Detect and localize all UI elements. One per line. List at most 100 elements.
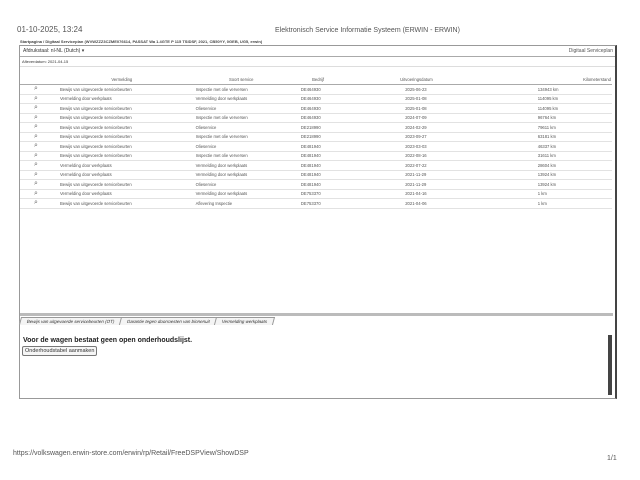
tab-workshop-notes[interactable]: Vermelding werkplaats — [213, 317, 275, 325]
table-cell: DE464930 — [290, 94, 346, 104]
table-cell: DE753370 — [290, 189, 346, 199]
table-cell: Vermelding door werkplaats — [191, 170, 291, 180]
table-cell: Bewijs van uitgevoerde servicebeurten — [52, 84, 192, 95]
table-cell: DE218990 — [290, 122, 346, 133]
column-header[interactable]: Kilometerstand — [487, 67, 612, 85]
table-cell: DE481940 — [290, 179, 346, 190]
table-cell: 2021-04-06 — [345, 198, 488, 209]
column-header[interactable]: Uitvoeringsdatum — [345, 67, 488, 85]
table-cell: Vermelding door werkplaats — [52, 170, 192, 180]
table-row[interactable]: ⌕ Bewijs van uitgevoerde servicebeurten In… — [20, 151, 612, 161]
table-row[interactable]: ⌕ Bewijs van uitgevoerde servicebeurten In… — [20, 113, 612, 123]
breadcrumb[interactable]: Startpagina / Digitaal Serviceplan (WVWZ… — [20, 39, 263, 44]
table-cell: 28604 km — [487, 160, 612, 171]
table-cell: Vermelding door werkplaats — [52, 160, 192, 171]
search-icon[interactable]: ⌕ — [20, 84, 52, 95]
table-cell: 2021-11-29 — [345, 170, 488, 180]
table-row[interactable]: ⌕ Vermelding door werkplaats Vermelding do… — [20, 170, 612, 180]
search-icon[interactable]: ⌕ — [20, 113, 52, 123]
table-cell: 114095 km — [487, 103, 612, 114]
table-cell: Vermelding door werkplaats — [191, 94, 291, 104]
search-icon[interactable]: ⌕ — [20, 151, 52, 161]
table-cell: DE481940 — [290, 170, 346, 180]
table-cell: Bewijs van uitgevoerde servicebeurten — [52, 132, 192, 142]
table-row[interactable]: ⌕ Vermelding door werkplaats Vermelding do… — [20, 160, 612, 171]
table-cell: DE481940 — [290, 141, 346, 152]
create-maintenance-table-button[interactable]: Onderhoudstabel aanmaken — [22, 346, 98, 356]
table-row[interactable]: ⌕ Bewijs van uitgevoerde servicebeurten Ol… — [20, 141, 612, 152]
table-cell: DE464930 — [290, 84, 346, 95]
table-cell: 114095 km — [487, 94, 612, 104]
table-cell: 2022-08-16 — [345, 151, 488, 161]
table-cell: Olieservice — [191, 141, 291, 152]
table-cell: 13924 km — [487, 179, 612, 190]
table-cell: Aflevering Inspectie — [191, 198, 291, 209]
table-cell: 1 km — [487, 189, 612, 199]
tab-service-proof[interactable]: Bewijs van uitgevoerde servicebeurten (O… — [18, 317, 123, 325]
page-url: https://volkswagen.erwin-store.com/erwin… — [13, 450, 249, 457]
table-row[interactable]: ⌕ Bewijs van uitgevoerde servicebeurten Ol… — [20, 103, 612, 114]
table-cell: 2025-01-08 — [345, 103, 488, 114]
print-datetime: 01-10-2025, 13:24 — [17, 25, 83, 34]
table-cell: 2024-07-09 — [345, 113, 488, 123]
table-row[interactable]: ⌕ Vermelding door werkplaats Vermelding do… — [20, 189, 612, 199]
table-cell: Olieservice — [191, 103, 291, 114]
section-title: Digitaal Serviceplan — [568, 48, 613, 54]
table-cell: Bewijs van uitgevoerde servicebeurten — [52, 151, 192, 161]
language-select[interactable]: Afdrukstaal: nl-NL (Dutch) ▾ — [23, 48, 84, 54]
table-cell: 2024-02-29 — [345, 122, 488, 133]
table-cell: 2021-11-29 — [345, 179, 488, 190]
table-cell: Inspectie met olie verversen — [191, 113, 291, 123]
column-header[interactable]: Vermelding — [52, 67, 192, 85]
page-title: Elektronisch Service Informatie Systeem … — [275, 27, 460, 34]
table-cell: Bewijs van uitgevoerde servicebeurten — [52, 103, 192, 114]
table-row[interactable]: ⌕ Bewijs van uitgevoerde servicebeurten Af… — [20, 198, 612, 209]
tab-bar: Bewijs van uitgevoerde servicebeurten (O… — [18, 317, 275, 325]
table-row[interactable]: ⌕ Bewijs van uitgevoerde servicebeurten Ol… — [20, 179, 612, 190]
table-row[interactable]: ⌕ Bewijs van uitgevoerde servicebeurten In… — [20, 84, 612, 95]
table-cell: 2025-06-23 — [345, 84, 488, 95]
search-icon[interactable]: ⌕ — [20, 94, 52, 104]
search-icon[interactable]: ⌕ — [20, 179, 52, 190]
table-cell: 13924 km — [487, 170, 612, 180]
column-header[interactable]: Bedrijf — [290, 67, 346, 85]
table-row[interactable]: ⌕ Vermelding door werkplaats Vermelding do… — [20, 94, 612, 104]
table-cell: Inspectie met olie verversen — [191, 151, 291, 161]
language-value: nl-NL (Dutch) — [50, 48, 81, 54]
no-maintenance-message: Voor de wagen bestaat geen open onderhou… — [23, 337, 193, 344]
horizontal-scrollbar[interactable] — [20, 313, 613, 316]
search-icon[interactable]: ⌕ — [20, 141, 52, 152]
search-icon[interactable]: ⌕ — [20, 103, 52, 114]
table-cell: Bewijs van uitgevoerde servicebeurten — [52, 179, 192, 190]
table-row[interactable]: ⌕ Bewijs van uitgevoerde servicebeurten In… — [20, 132, 612, 142]
table-cell: Olieservice — [191, 179, 291, 190]
table-cell: 2023-09-27 — [345, 132, 488, 142]
table-cell: 2021-04-16 — [345, 189, 488, 199]
search-icon[interactable]: ⌕ — [20, 122, 52, 133]
table-cell: Vermelding door werkplaats — [191, 160, 291, 171]
search-icon[interactable]: ⌕ — [20, 160, 52, 171]
tab-corrosion-warranty[interactable]: Garantie tegen doorroesten van binnenuit — [118, 317, 218, 325]
table-cell: 96764 km — [487, 113, 612, 123]
table-cell: 134943 km — [487, 84, 612, 95]
search-icon[interactable]: ⌕ — [20, 189, 52, 199]
table-cell: DE481940 — [290, 160, 346, 171]
table-cell: DE464930 — [290, 103, 346, 114]
column-header[interactable]: Soort service — [191, 67, 291, 85]
table-cell: 79611 km — [487, 122, 612, 133]
vertical-scrollbar[interactable] — [608, 335, 612, 395]
table-cell: Vermelding door werkplaats — [191, 189, 291, 199]
search-icon[interactable]: ⌕ — [20, 170, 52, 180]
table-cell: Olieservice — [191, 122, 291, 133]
search-icon[interactable]: ⌕ — [20, 132, 52, 142]
table-cell: 2022-07-22 — [345, 160, 488, 171]
table-cell: Bewijs van uitgevoerde servicebeurten — [52, 141, 192, 152]
table-cell: 2023-03-03 — [345, 141, 488, 152]
chevron-down-icon: ▾ — [81, 48, 85, 54]
language-label: Afdrukstaal: — [23, 48, 50, 54]
table-cell: Vermelding door werkplaats — [52, 94, 192, 104]
table-cell: 2025-01-08 — [345, 94, 488, 104]
table-row[interactable]: ⌕ Bewijs van uitgevoerde servicebeurten Ol… — [20, 122, 612, 133]
search-icon[interactable]: ⌕ — [20, 198, 52, 209]
table-cell: 46337 km — [487, 141, 612, 152]
